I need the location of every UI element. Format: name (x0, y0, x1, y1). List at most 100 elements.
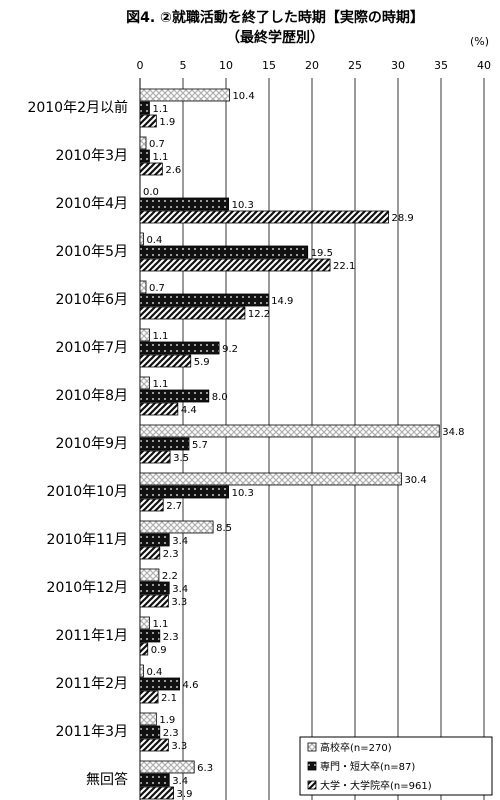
value-label: 4.6 (183, 680, 199, 691)
bar (139, 725, 161, 739)
y-tick-label: 2010年4月 (55, 196, 128, 212)
value-label: 9.2 (222, 344, 238, 355)
bar (139, 773, 170, 787)
value-label: 30.4 (404, 475, 426, 486)
bar (139, 424, 440, 438)
bar (139, 690, 159, 704)
y-tick-label: 2010年3月 (55, 148, 128, 164)
value-label: 3.4 (172, 536, 188, 547)
value-label: 19.5 (311, 248, 333, 259)
x-tick-label: 20 (305, 59, 319, 72)
bar (139, 616, 150, 630)
bar (139, 677, 180, 691)
y-tick-label: 無回答 (86, 771, 128, 788)
bar (139, 760, 195, 774)
bar (139, 786, 174, 800)
value-label: 1.1 (152, 379, 168, 390)
x-tick-label: 40 (477, 59, 491, 72)
value-label: 1.1 (152, 152, 168, 163)
value-label: 8.5 (216, 523, 232, 534)
value-label: 0.7 (149, 283, 165, 294)
bar (139, 402, 179, 416)
y-tick-label: 2010年8月 (55, 388, 128, 404)
bar (139, 280, 147, 294)
x-tick-label: 10 (219, 59, 233, 72)
value-label: 2.3 (163, 549, 179, 560)
value-label: 2.1 (161, 693, 177, 704)
x-tick-label: 35 (434, 59, 448, 72)
bar (139, 88, 230, 102)
value-label: 0.7 (149, 139, 165, 150)
bar (139, 232, 144, 246)
x-tick-label: 15 (262, 59, 276, 72)
bar (139, 354, 192, 368)
value-label: 10.3 (232, 488, 254, 499)
bar (139, 341, 220, 355)
bar (139, 568, 160, 582)
legend-swatch (307, 780, 317, 790)
value-label: 5.7 (192, 440, 208, 451)
legend-swatch (307, 761, 317, 771)
value-label: 1.9 (159, 715, 175, 726)
bar (139, 328, 150, 342)
legend-label: 高校卒(n=270) (320, 741, 392, 754)
value-label: 10.4 (232, 91, 254, 102)
bar (139, 149, 150, 163)
value-label: 4.4 (181, 405, 197, 416)
bar (139, 437, 190, 451)
bar (139, 450, 171, 464)
y-tick-label: 2010年11月 (47, 532, 128, 548)
bar (139, 245, 309, 259)
value-label: 12.2 (248, 309, 270, 320)
bar (139, 581, 170, 595)
bar (139, 712, 157, 726)
bar (139, 629, 161, 643)
value-label: 3.4 (172, 584, 188, 595)
x-tick-label: 5 (180, 59, 187, 72)
value-label: 3.5 (173, 453, 189, 464)
value-label: 6.3 (197, 763, 213, 774)
bar (139, 472, 402, 486)
bar (139, 306, 246, 320)
value-label: 2.3 (163, 728, 179, 739)
bar (139, 258, 331, 272)
y-tick-label: 2011年1月 (55, 628, 128, 644)
bar (139, 498, 164, 512)
x-tick-label: 0 (137, 59, 144, 72)
value-label: 0.0 (143, 187, 159, 198)
bar (139, 594, 169, 608)
value-label: 2.6 (165, 165, 181, 176)
value-label: 0.4 (146, 235, 162, 246)
value-label: 28.9 (392, 213, 414, 224)
bar (139, 162, 163, 176)
value-label: 3.3 (171, 741, 187, 752)
bar (139, 101, 150, 115)
bar (139, 485, 229, 499)
value-label: 1.1 (152, 104, 168, 115)
bar (139, 533, 170, 547)
value-label: 1.1 (152, 331, 168, 342)
value-label: 8.0 (212, 392, 228, 403)
y-tick-label: 2010年12月 (47, 580, 128, 596)
legend-swatch (307, 742, 317, 752)
bar (139, 114, 157, 128)
y-tick-label: 2010年2月以前 (27, 99, 128, 116)
chart-title: 図4. ②就職活動を終了した時期【実際の時期】 (126, 9, 424, 26)
value-label: 14.9 (271, 296, 293, 307)
y-tick-label: 2010年7月 (55, 340, 128, 356)
bar (139, 642, 149, 656)
x-tick-label: 30 (391, 59, 405, 72)
unit-label: (%) (470, 35, 489, 48)
legend-label: 大学・大学院卒(n=961) (320, 779, 432, 792)
bar (139, 520, 214, 534)
bar (139, 210, 389, 224)
bar (139, 389, 210, 403)
value-label: 0.4 (146, 667, 162, 678)
bar (139, 197, 229, 211)
y-tick-label: 2011年2月 (55, 676, 128, 692)
y-tick-label: 2011年3月 (55, 724, 128, 740)
bar (139, 738, 169, 752)
bar (139, 664, 144, 678)
y-tick-label: 2010年9月 (55, 436, 128, 452)
